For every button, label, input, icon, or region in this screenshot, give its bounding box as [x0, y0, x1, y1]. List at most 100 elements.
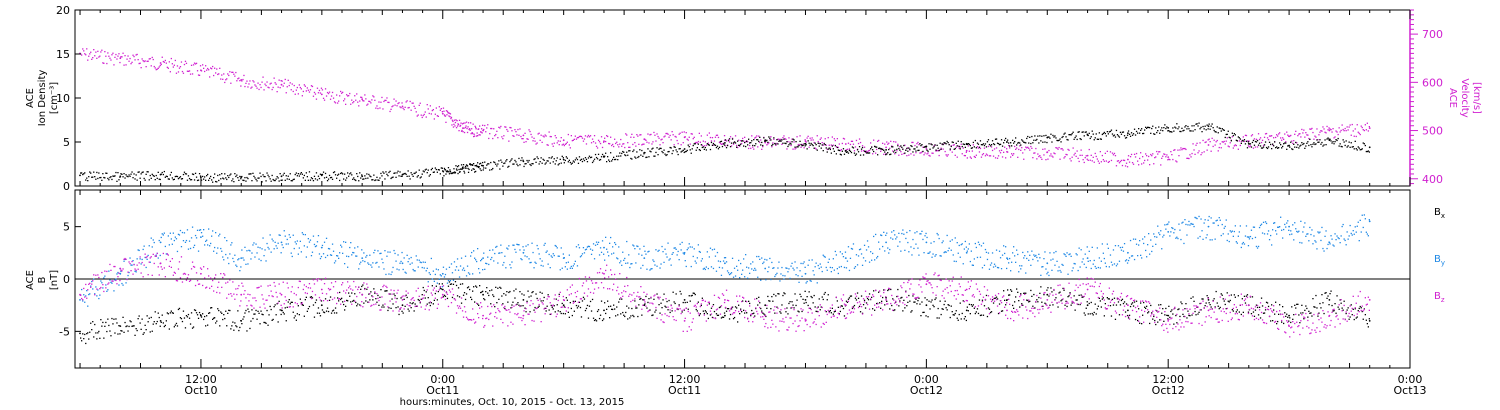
velocity-dot	[1088, 148, 1090, 151]
velocity-dot	[947, 154, 949, 156]
bx-dot	[105, 321, 107, 324]
bx-dot	[917, 300, 919, 302]
bx-dot	[126, 325, 128, 327]
velocity-dot	[885, 153, 887, 155]
velocity-dot	[531, 136, 533, 138]
by-dot	[912, 238, 914, 241]
ion-density-dot	[1300, 144, 1302, 146]
bx-dot	[630, 315, 632, 317]
ion-density-dot	[882, 148, 884, 151]
bx-dot	[1075, 299, 1077, 301]
velocity-dot	[628, 146, 630, 148]
by-dot	[562, 253, 564, 255]
ion-density-dot	[1340, 145, 1342, 148]
ion-density-point	[562, 158, 565, 161]
ion-density-dot	[1181, 127, 1183, 129]
velocity-dot	[222, 78, 224, 80]
by-dot	[310, 255, 313, 257]
by-dot	[194, 234, 197, 237]
velocity-dot	[757, 146, 759, 148]
bx-dot	[923, 311, 925, 313]
velocity-dot	[1333, 137, 1335, 139]
velocity-dot	[1335, 130, 1337, 132]
velocity-dot	[221, 74, 223, 76]
bx-dot	[1309, 312, 1311, 314]
ion-density-dot	[1037, 135, 1039, 137]
by-dot	[1040, 274, 1042, 276]
velocity-dot	[93, 49, 95, 51]
ion-density-dot	[1366, 150, 1368, 153]
bx-dot	[563, 306, 565, 308]
by-dot	[616, 257, 618, 259]
ion-density-dot	[946, 140, 948, 143]
ion-density-dot	[491, 169, 493, 171]
by-dot	[534, 261, 536, 263]
by-dot	[845, 267, 848, 269]
ion-density-dot	[1247, 141, 1250, 143]
velocity-dot	[198, 74, 201, 76]
velocity-dot	[410, 109, 412, 111]
ion-density-dot	[1325, 144, 1327, 146]
velocity-dot	[1221, 141, 1223, 143]
bx-dot	[457, 287, 460, 289]
ion-density-dot	[992, 143, 995, 145]
ion-density-dot	[146, 171, 148, 173]
bx-dot	[484, 299, 486, 301]
velocity-dot	[162, 60, 164, 63]
ion-density-point	[965, 142, 968, 145]
ion-density-dot	[1273, 145, 1275, 147]
by-dot	[304, 234, 306, 236]
ion-density-dot	[1232, 135, 1234, 137]
velocity-dot	[897, 143, 899, 145]
bx-dot	[1182, 313, 1184, 315]
ion-density-dot	[410, 172, 412, 174]
ion-density-dot	[1184, 126, 1186, 128]
ion-density-dot	[571, 162, 573, 164]
by-dot	[726, 270, 729, 272]
ion-density-dot	[1178, 126, 1180, 128]
velocity-dot	[1283, 138, 1285, 140]
bx-dot	[274, 304, 276, 306]
ion-density-dot	[908, 147, 910, 149]
bx-dot	[532, 291, 534, 293]
velocity-dot	[892, 150, 894, 152]
ion-density-dot	[1011, 145, 1013, 147]
by-dot	[139, 258, 141, 260]
by-dot	[1052, 258, 1054, 260]
velocity-dot	[589, 135, 592, 137]
velocity-dot	[928, 154, 930, 157]
velocity-dot	[1055, 147, 1057, 149]
velocity-dot	[365, 98, 367, 100]
ion-density-dot	[608, 159, 610, 161]
bx-dot	[463, 292, 466, 294]
bx-dot	[1312, 298, 1314, 300]
by-dot	[215, 232, 217, 234]
velocity-dot	[935, 150, 937, 152]
velocity-dot	[304, 85, 306, 87]
ion-density-point	[1086, 134, 1089, 136]
bx-dot	[291, 301, 293, 303]
bx-dot	[507, 301, 509, 303]
velocity-dot	[529, 130, 531, 133]
ion-density-dot	[113, 175, 115, 177]
ion-density-dot	[1032, 142, 1034, 144]
ion-density-dot	[818, 145, 820, 147]
ion-density-dot	[504, 162, 506, 164]
velocity-dot	[391, 106, 393, 108]
ion-density-dot	[951, 141, 953, 143]
ion-density-dot	[248, 173, 250, 175]
bx-dot	[1080, 294, 1082, 296]
bx-dot	[455, 284, 458, 287]
ion-density-dot	[306, 176, 308, 178]
by-dot	[689, 246, 691, 248]
velocity-dot	[901, 153, 903, 155]
bx-dot	[322, 311, 325, 313]
bx-dot	[814, 306, 816, 308]
by-dot	[951, 239, 953, 241]
by-dot	[288, 234, 290, 236]
by-dot	[971, 264, 973, 266]
ion-density-dot	[749, 142, 751, 144]
velocity-dot	[168, 61, 170, 63]
velocity-dot	[268, 87, 270, 89]
bx-dot	[1023, 292, 1025, 294]
